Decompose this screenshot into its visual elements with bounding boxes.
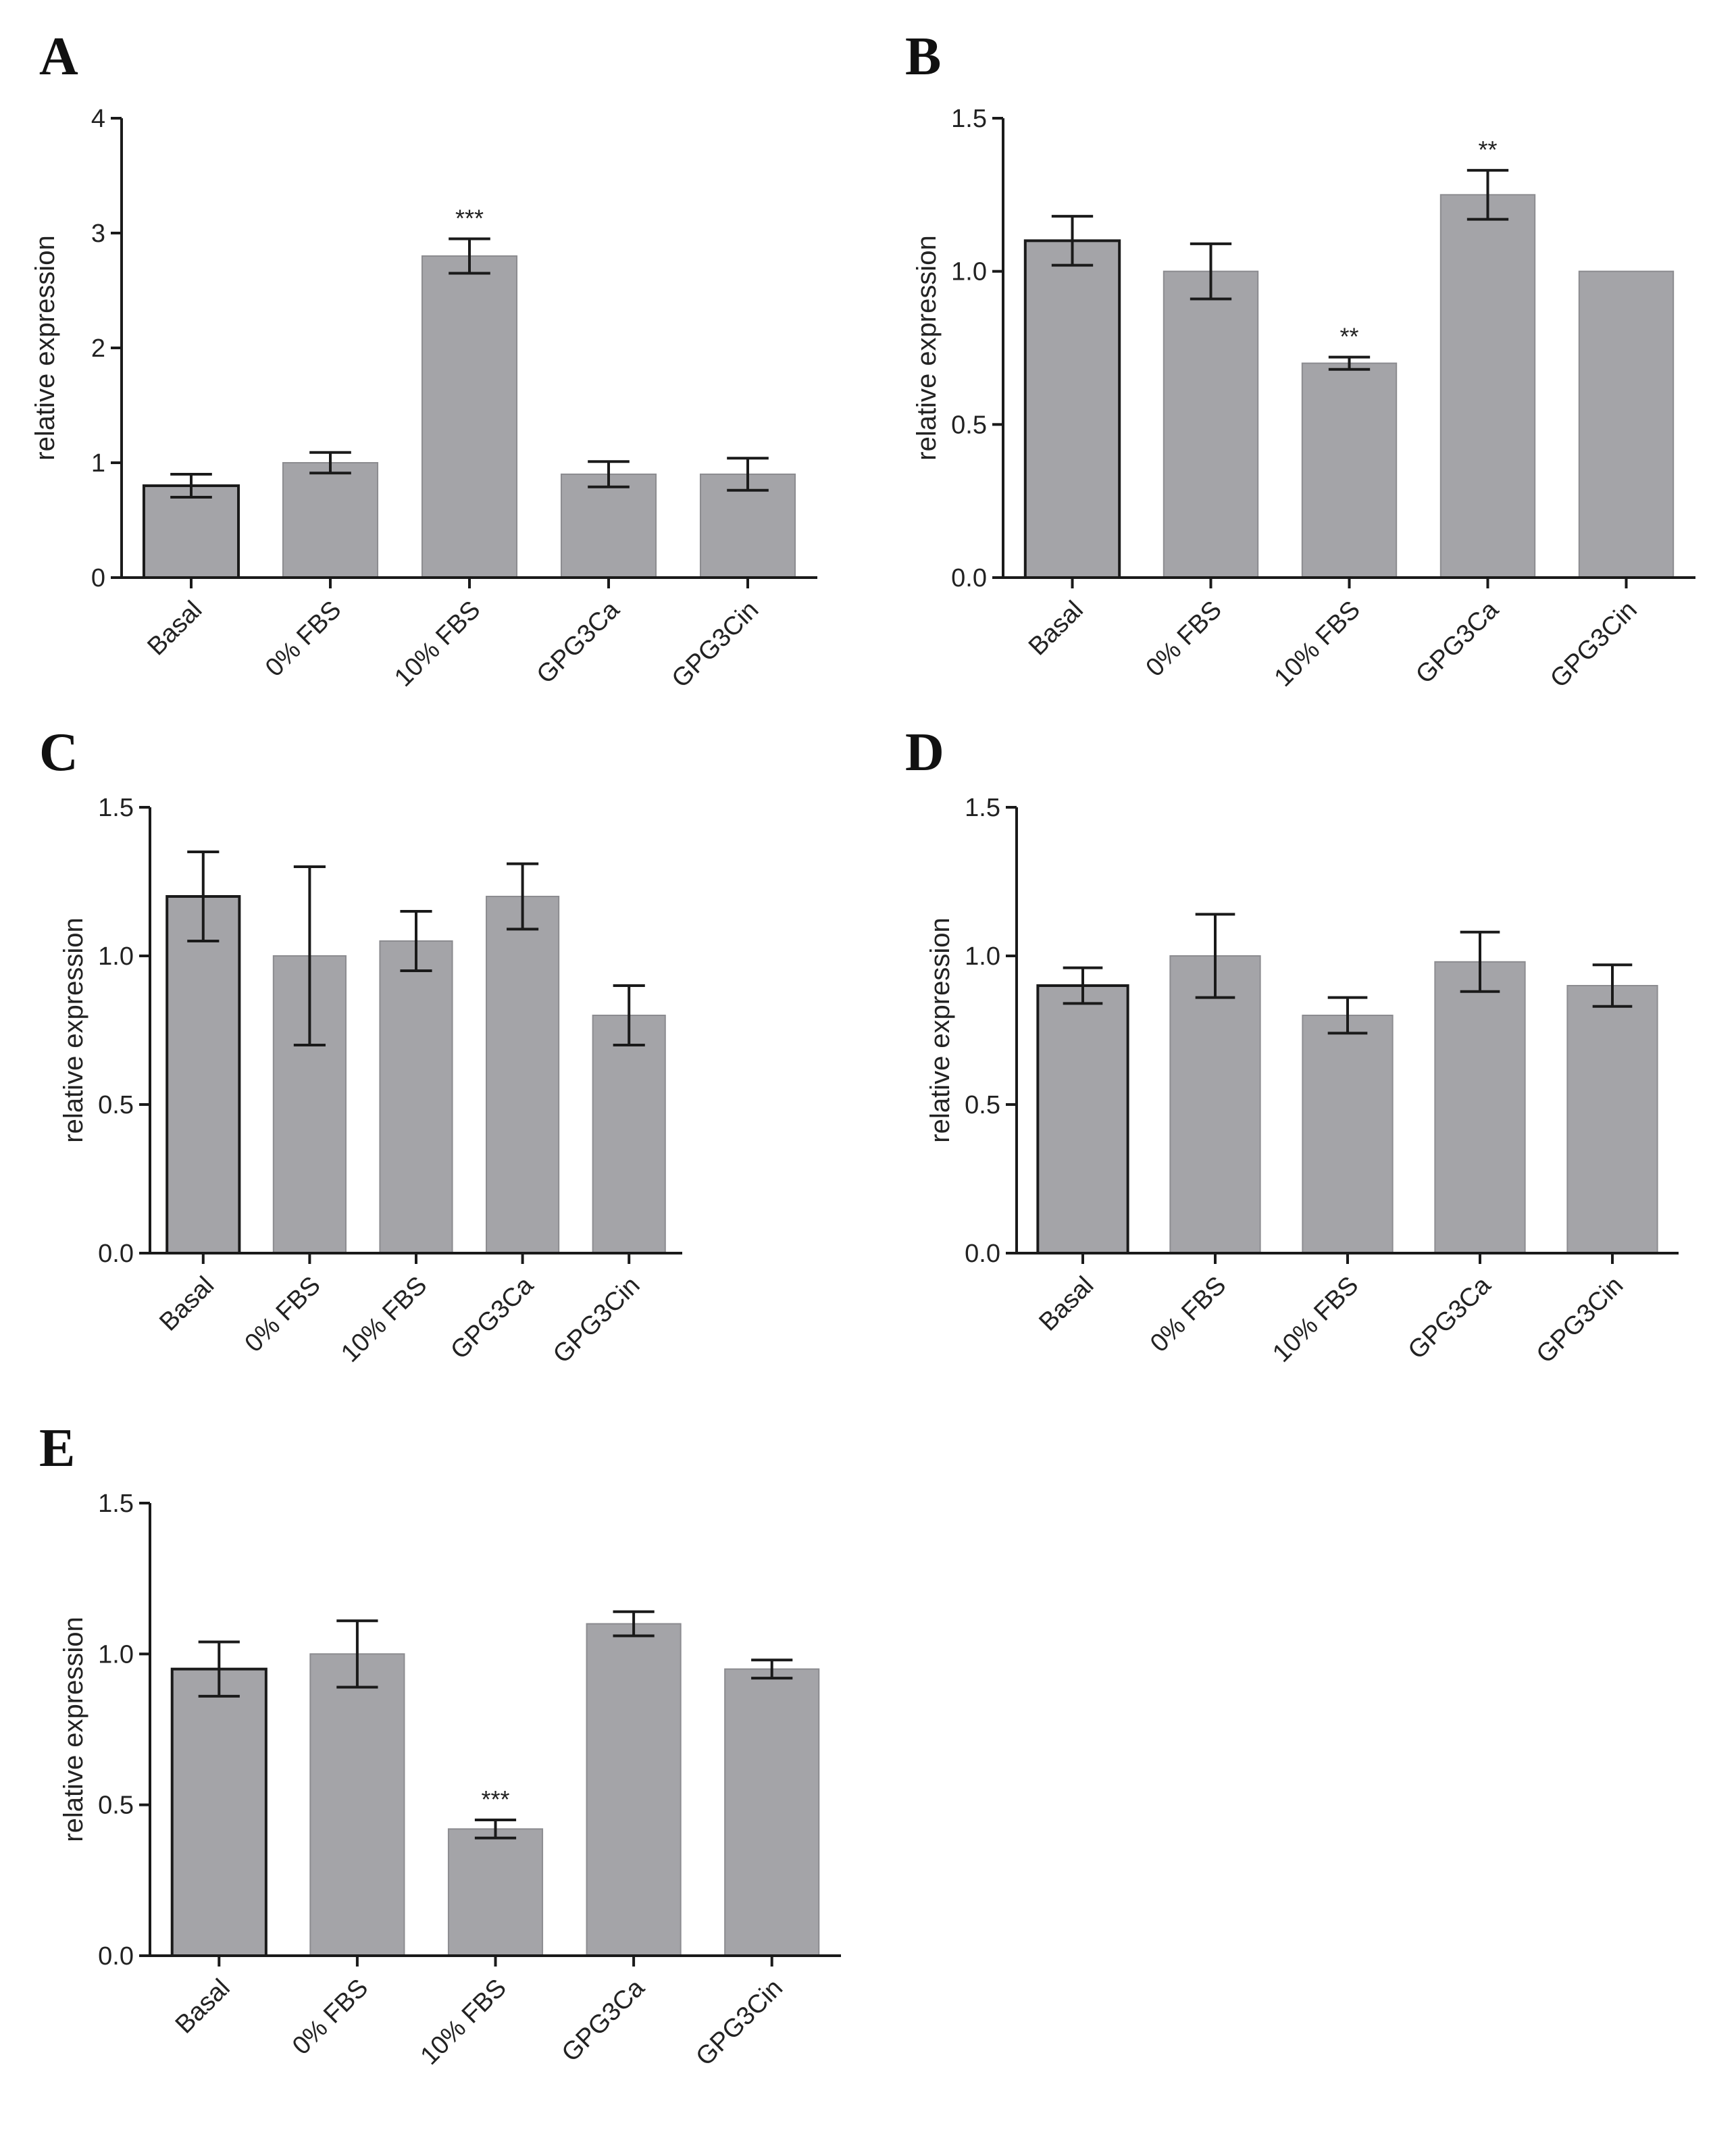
chart-c-category-label: 0% FBS <box>240 1271 326 1358</box>
chart-b-category-label: 10% FBS <box>1269 596 1366 692</box>
chart-a-ytick-label: 0 <box>91 564 105 592</box>
chart-b-ytick-label: 1.5 <box>951 105 987 133</box>
chart-e-category-label: Basal <box>170 1974 236 2039</box>
chart-a-ytick-label: 1 <box>91 449 105 478</box>
chart-d-ytick-label: 0.0 <box>965 1240 1000 1268</box>
chart-e-y-axis-title: relative expression <box>59 1617 88 1842</box>
chart-e-category-label: GPG3Cin <box>690 1974 788 2072</box>
chart-a-significance-label: *** <box>455 205 484 232</box>
chart-a-category-label: 0% FBS <box>260 596 347 682</box>
chart-b-bar <box>1301 362 1398 579</box>
chart-b-significance-label: ** <box>1478 136 1497 163</box>
chart-e-bar <box>170 1667 267 1958</box>
chart-b-ytick-label: 1.0 <box>951 258 987 286</box>
chart-a-bar <box>560 474 657 578</box>
chart-d-bar <box>1302 1015 1394 1254</box>
chart-e-ytick-label: 1.0 <box>98 1640 134 1669</box>
chart-e-ytick-label: 0.0 <box>98 1942 134 1971</box>
chart-b-significance-label: ** <box>1339 323 1358 351</box>
chart-a-y-axis-title: relative expression <box>30 235 60 461</box>
chart-b-category-label: Basal <box>1023 596 1089 661</box>
chart-a-ytick-label: 3 <box>91 220 105 248</box>
panel-letter-e: E <box>39 1419 75 1478</box>
chart-d-ytick-label: 1.0 <box>965 942 1000 971</box>
chart-e-bar <box>586 1623 682 1957</box>
chart-e-ytick-label: 1.5 <box>98 1490 134 1518</box>
chart-a-bar <box>699 474 796 578</box>
chart-b-category-label: GPG3Cin <box>1545 596 1643 694</box>
chart-e: 0.0 0.5 1.0 1.5 Basal 0% FBS *** 10% FBS GPG3Ca G… <box>59 1490 841 2071</box>
chart-e-category-label: GPG3Ca <box>557 1973 650 2067</box>
chart-d-bar <box>1036 984 1129 1254</box>
chart-e-category-label: 10% FBS <box>415 1974 512 2071</box>
chart-a-bar <box>421 255 518 578</box>
chart-d-y-axis-title: relative expression <box>925 917 955 1143</box>
chart-b-category-label: GPG3Ca <box>1410 595 1504 689</box>
chart-a-category-label: Basal <box>142 596 207 661</box>
chart-c-category-label: GPG3Cin <box>548 1271 646 1369</box>
chart-a-category-label: GPG3Cin <box>667 596 765 694</box>
chart-e-bar <box>447 1828 544 1956</box>
chart-b-bar <box>1163 270 1259 578</box>
chart-d-category-label: GPG3Cin <box>1531 1271 1629 1369</box>
chart-a-bar <box>282 462 379 578</box>
chart-c-bar <box>379 940 453 1254</box>
chart-c-ytick-label: 0.5 <box>98 1091 134 1119</box>
chart-d-bar <box>1169 955 1261 1254</box>
chart-c-category-label: 10% FBS <box>336 1271 432 1368</box>
chart-b-y-axis-title: relative expression <box>912 235 942 461</box>
chart-a-category-label: 10% FBS <box>389 596 486 692</box>
chart-d-category-label: Basal <box>1033 1271 1099 1337</box>
chart-b: 0.0 0.5 1.0 1.5 Basal 0% FBS ** 10% FBS ** GPG3Ca… <box>912 105 1695 693</box>
chart-c-y-axis-title: relative expression <box>59 917 88 1143</box>
panel-letter-a: A <box>39 27 78 86</box>
chart-e-bar <box>309 1653 405 1956</box>
chart-c-bar <box>592 1015 666 1254</box>
panel-letter-c: C <box>39 723 78 782</box>
chart-c-ytick-label: 0.0 <box>98 1240 134 1268</box>
chart-c-ytick-label: 1.0 <box>98 942 134 971</box>
panel-letter-b: B <box>905 27 941 86</box>
chart-a-bar <box>142 484 240 579</box>
chart-d-category-label: GPG3Ca <box>1403 1271 1497 1365</box>
chart-b-bar <box>1023 239 1121 579</box>
chart-a: 0 1 2 3 4 Basal 0% FBS *** 10% FBS GPG3Ca GPG3Cin r… <box>30 105 817 693</box>
chart-d: 0.0 0.5 1.0 1.5 Basal 0% FBS 10% FBS GPG3Ca GPG3… <box>925 794 1679 1369</box>
chart-c-ytick-label: 1.5 <box>98 794 134 822</box>
chart-b-bar <box>1578 270 1675 578</box>
chart-e-category-label: 0% FBS <box>287 1974 374 2060</box>
chart-c-category-label: Basal <box>154 1271 220 1337</box>
chart-b-ytick-label: 0.5 <box>951 411 987 439</box>
chart-a-category-label: GPG3Ca <box>532 595 626 689</box>
chart-c-bar <box>165 895 241 1254</box>
chart-e-ytick-label: 0.5 <box>98 1792 134 1820</box>
chart-b-bar <box>1439 194 1536 579</box>
chart-b-ytick-label: 0.0 <box>951 564 987 592</box>
chart-c-category-label: GPG3Ca <box>445 1271 539 1365</box>
chart-d-category-label: 10% FBS <box>1267 1271 1364 1368</box>
chart-e-bar <box>724 1668 820 1957</box>
chart-d-ytick-label: 1.5 <box>965 794 1000 822</box>
panel-letter-d: D <box>905 723 944 782</box>
chart-d-bar <box>1434 961 1526 1254</box>
chart-c: 0.0 0.5 1.0 1.5 Basal 0% FBS 10% FBS GPG3Ca GPG3… <box>59 794 682 1369</box>
chart-a-ytick-label: 2 <box>91 334 105 363</box>
chart-d-ytick-label: 0.5 <box>965 1091 1000 1119</box>
chart-d-bar <box>1566 985 1658 1254</box>
chart-a-ytick-label: 4 <box>91 105 105 133</box>
chart-c-bar <box>486 896 560 1254</box>
chart-b-category-label: 0% FBS <box>1141 596 1227 682</box>
chart-e-significance-label: *** <box>481 1785 509 1813</box>
chart-d-category-label: 0% FBS <box>1145 1271 1231 1358</box>
